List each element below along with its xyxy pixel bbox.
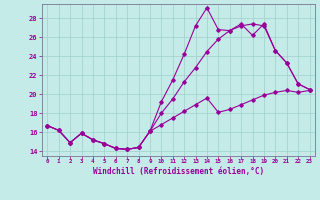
X-axis label: Windchill (Refroidissement éolien,°C): Windchill (Refroidissement éolien,°C) [93,167,264,176]
